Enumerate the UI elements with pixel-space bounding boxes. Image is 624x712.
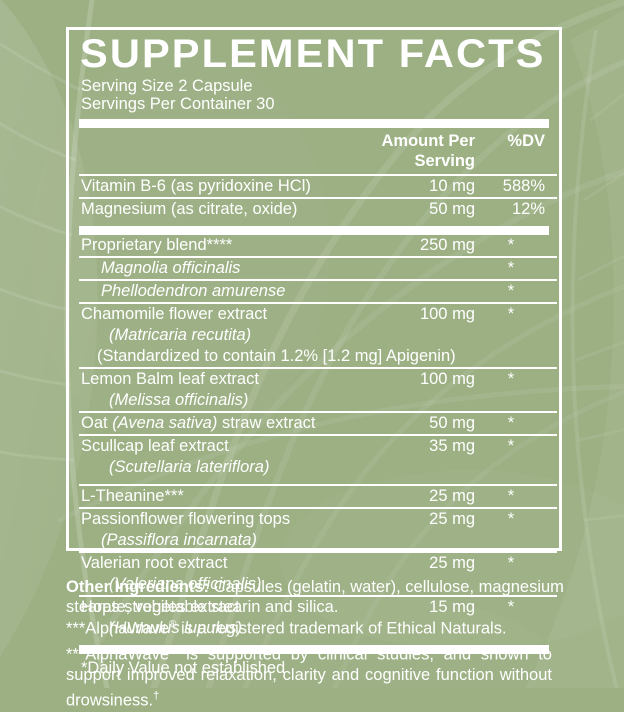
botanical-name: Magnolia officinalis (79, 257, 371, 281)
nutrient-dv: * (507, 554, 515, 572)
table-row: Magnesium (as citrate, oxide) 50 mg 12% (79, 198, 557, 220)
table-subrow: Phellodendron amurense * (79, 280, 557, 304)
table-row: Valerian root extract 25 mg * (79, 552, 557, 574)
nutrient-dv: * (507, 305, 515, 323)
nutrient-name: Proprietary blend**** (79, 235, 371, 258)
nutrient-dv: * (481, 412, 557, 436)
column-header-name (79, 128, 371, 176)
table-row: Chamomile flower extract 100 mg * (79, 303, 557, 325)
table-row: Proprietary blend**** 250 mg * (79, 235, 557, 258)
nutrient-amount: 35 mg (429, 437, 475, 455)
alphawave-trademark-text: is a registered trademark of Ethical Nat… (176, 619, 507, 638)
serving-size: Serving Size 2 Capsule (81, 77, 253, 95)
header-divider-bar (79, 119, 549, 128)
nutrient-amount: 25 mg (371, 485, 481, 509)
table-row: Lemon Balm leaf extract 100 mg * (79, 368, 557, 390)
page-title: SUPPLEMENT FACTS (80, 32, 546, 76)
supplement-label: SUPPLEMENT FACTS Serving Size 2 Capsule … (66, 27, 566, 710)
other-ingredients-label: Other Ingredients: (66, 577, 210, 596)
table-row: L-Theanine*** 25 mg * (79, 485, 557, 509)
nutrient-name: Chamomile flower extract (81, 305, 268, 323)
nutrient-amount: 25 mg (429, 510, 475, 528)
row-spacer (79, 478, 557, 486)
alphawave-name: ***AlphaWave (66, 619, 170, 638)
alphawave-trademark-line: ***AlphaWave® is a registered trademark … (66, 614, 552, 640)
nutrient-dv: * (481, 257, 557, 281)
nutrition-table: Amount Per Serving %DV Vitamin B-6 (as p… (79, 128, 557, 220)
botanical-name: (Scutellaria lateriflora) (109, 458, 270, 476)
nutrient-amount: 50 mg (429, 200, 475, 218)
nutrient-name: Magnesium (as citrate, oxide) (81, 200, 298, 218)
nutrient-amount: 10 mg (371, 175, 481, 199)
nutrient-name: Valerian root extract (81, 554, 228, 572)
nutrition-table-body: Amount Per Serving %DV Vitamin B-6 (as p… (79, 128, 557, 220)
alphawave-name: ***AlphaWave (66, 645, 170, 663)
alphawave-claim: ***AlphaWave® is supported by clinical s… (66, 640, 552, 712)
nutrient-amount: 25 mg (429, 554, 475, 572)
standardization-note: (Standardized to contain 1.2% [1.2 mg] A… (79, 346, 557, 369)
nutrient-name: Scullcap leaf extract (81, 437, 229, 455)
nutrient-name: Oat (Avena sativa) straw extract (79, 412, 371, 436)
nutrient-dv: 12% (511, 200, 545, 218)
nutrient-name: Passionflower flowering tops (81, 510, 291, 528)
table-row: Oat (Avena sativa) straw extract 50 mg * (79, 412, 557, 436)
table-row: Scullcap leaf extract 35 mg * (79, 435, 557, 457)
botanical-name: (Avena sativa) (112, 414, 218, 432)
nutrient-amount: 100 mg (419, 370, 475, 388)
nutrient-amount (371, 257, 481, 281)
table-subrow: (Standardized to contain 1.2% [1.2 mg] A… (79, 346, 557, 369)
nutrient-amount (371, 280, 481, 304)
dagger-icon: † (153, 690, 160, 702)
table-row: Passionflower flowering tops 25 mg * (79, 508, 557, 530)
nutrient-name: Vitamin B-6 (as pyridoxine HCl) (79, 175, 371, 199)
supplement-facts-panel: SUPPLEMENT FACTS Serving Size 2 Capsule … (66, 27, 562, 677)
servings-per-container: Servings Per Container 30 (81, 94, 275, 113)
nutrient-dv: 588% (481, 175, 557, 199)
table-subrow: (Scutellaria lateriflora) (79, 457, 557, 478)
table-subrow: (Passiflora incarnata) (79, 530, 557, 553)
nutrient-amount: 50 mg (371, 412, 481, 436)
nutrient-dv: * (481, 235, 557, 258)
table-header-row: Amount Per Serving %DV (79, 128, 557, 176)
nutrient-amount: 250 mg (371, 235, 481, 258)
nutrient-dv: * (481, 485, 557, 509)
column-header-amount: Amount Per Serving (371, 128, 481, 176)
table-subrow: (Melissa officinalis) (79, 390, 557, 413)
botanical-name: (Passiflora incarnata) (79, 530, 371, 553)
column-header-dv: %DV (481, 128, 557, 176)
table-row: Vitamin B-6 (as pyridoxine HCl) 10 mg 58… (79, 175, 557, 199)
table-subrow: (Matricaria recutita) (79, 325, 557, 346)
nutrient-name: Lemon Balm leaf extract (81, 370, 259, 388)
botanical-name: (Melissa officinalis) (79, 390, 371, 413)
botanical-name: Phellodendron amurense (79, 280, 371, 304)
nutrient-dv: * (507, 370, 515, 388)
alphawave-notes: ***AlphaWave® is a registered trademark … (66, 614, 552, 712)
nutrient-name: L-Theanine*** (79, 485, 371, 509)
nutrient-dv: * (507, 510, 515, 528)
section-divider-bar (79, 226, 549, 235)
nutrient-amount: 100 mg (419, 305, 475, 323)
botanical-name: (Matricaria recutita) (109, 326, 252, 344)
other-ingredients: Other Ingredients: Capsules (gelatin, wa… (66, 577, 566, 618)
table-subrow: Magnolia officinalis * (79, 257, 557, 281)
nutrient-dv: * (507, 437, 515, 455)
nutrient-dv: * (481, 280, 557, 304)
